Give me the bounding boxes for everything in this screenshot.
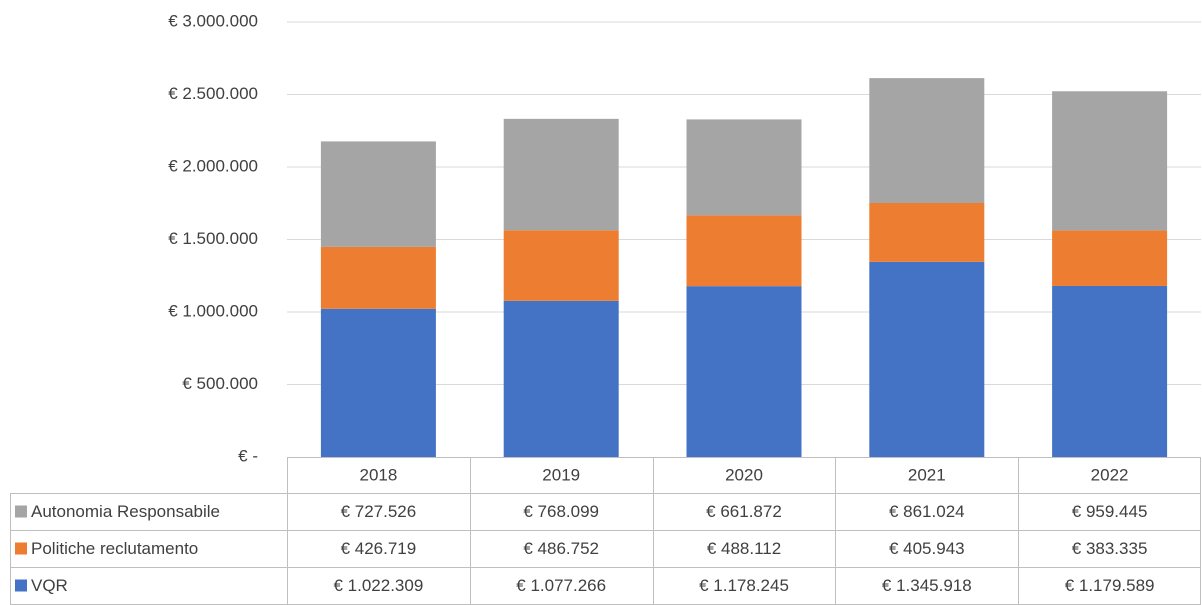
- x-tick-label: 2019: [542, 465, 580, 484]
- table-value: € 1.179.589: [1065, 576, 1155, 595]
- y-tick-label: € -: [238, 446, 258, 465]
- bar-segment: [503, 118, 619, 231]
- bar-segment: [686, 286, 802, 457]
- y-tick-label: € 500.000: [182, 374, 258, 393]
- bar-segment: [869, 202, 985, 262]
- bar-segment: [503, 230, 619, 301]
- legend-label: Autonomia Responsabile: [31, 502, 220, 521]
- bar-segment: [1052, 285, 1168, 457]
- bar-segment: [869, 261, 985, 457]
- table-value: € 861.024: [889, 502, 965, 521]
- x-tick-label: 2022: [1091, 465, 1129, 484]
- y-tick-label: € 2.500.000: [168, 84, 258, 103]
- bar-segment: [503, 300, 619, 457]
- y-tick-label: € 3.000.000: [168, 11, 258, 30]
- table-value: € 1.178.245: [699, 576, 789, 595]
- bar-segment: [1052, 91, 1168, 231]
- table-value: € 1.022.309: [333, 576, 423, 595]
- table-value: € 1.345.918: [882, 576, 972, 595]
- bar-segment: [686, 215, 802, 287]
- table-value: € 959.445: [1072, 502, 1148, 521]
- table-value: € 405.943: [889, 539, 965, 558]
- table-value: € 768.099: [523, 502, 599, 521]
- bar-segment: [686, 119, 802, 216]
- bar-segment: [320, 141, 436, 247]
- table-value: € 486.752: [523, 539, 599, 558]
- table-value: € 727.526: [341, 502, 417, 521]
- table-value: € 1.077.266: [516, 576, 606, 595]
- table-value: € 426.719: [341, 539, 417, 558]
- legend-label: Politiche reclutamento: [31, 539, 198, 558]
- y-tick-label: € 1.500.000: [168, 229, 258, 248]
- legend-swatch: [15, 579, 27, 592]
- legend-swatch: [15, 505, 27, 518]
- legend-swatch: [15, 542, 27, 555]
- x-tick-label: 2018: [359, 465, 397, 484]
- legend-label: VQR: [31, 576, 68, 595]
- x-tick-label: 2021: [908, 465, 946, 484]
- table-value: € 661.872: [706, 502, 782, 521]
- bar-segment: [320, 308, 436, 457]
- bar-segment: [869, 78, 985, 203]
- y-tick-label: € 2.000.000: [168, 156, 258, 175]
- table-value: € 383.335: [1072, 539, 1148, 558]
- bar-segment: [1052, 230, 1168, 286]
- y-tick-label: € 1.000.000: [168, 301, 258, 320]
- bar-segment: [320, 246, 436, 309]
- x-tick-label: 2020: [725, 465, 763, 484]
- table-value: € 488.112: [707, 539, 781, 558]
